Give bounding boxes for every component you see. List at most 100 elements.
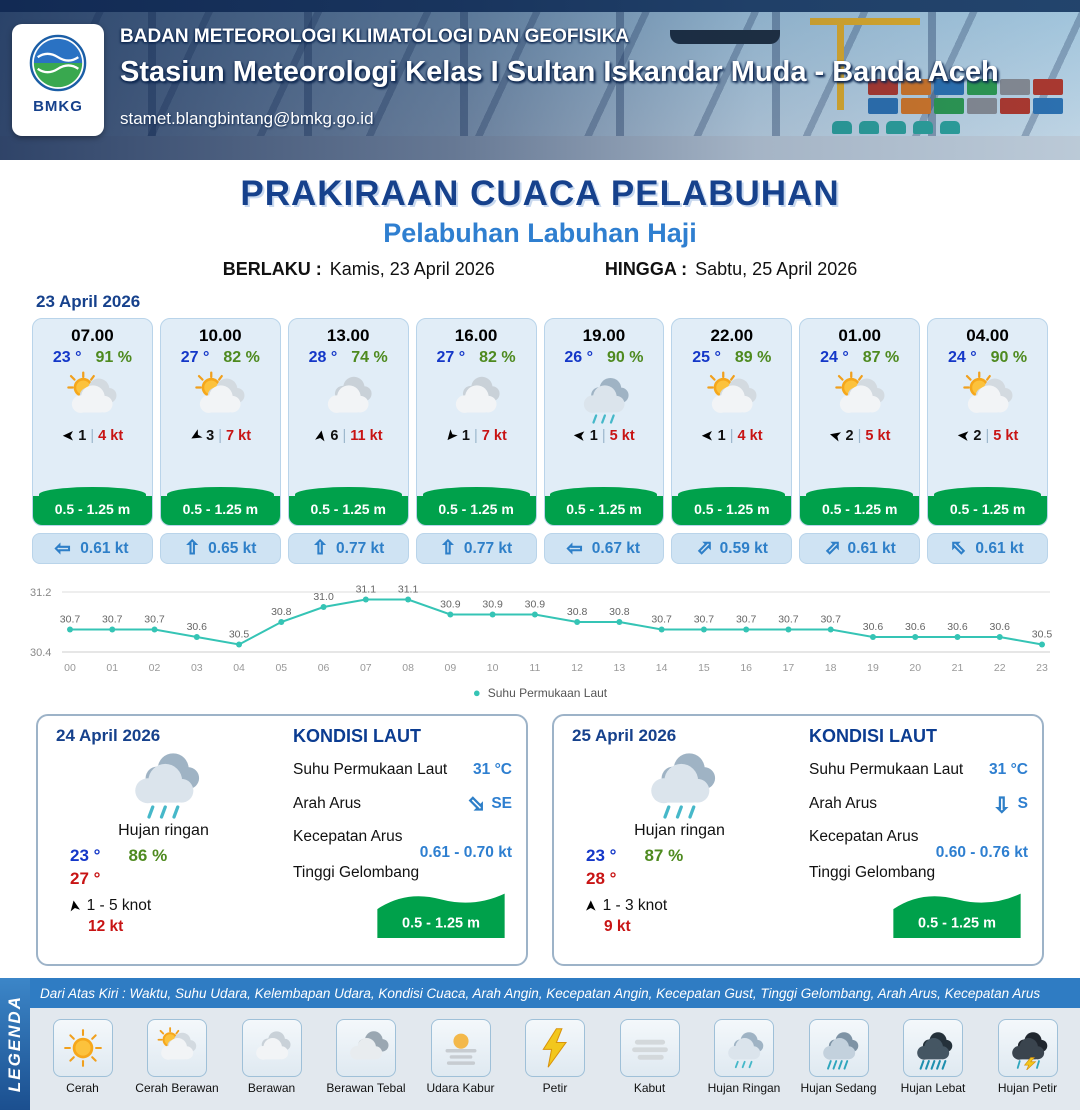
svg-text:19: 19 (867, 662, 879, 674)
svg-text:17: 17 (783, 662, 795, 674)
humidity: 82 % (479, 349, 516, 366)
separator: | (601, 428, 606, 444)
forecast-card: 19.00 26 ° 90 % ➤ 1 | 5 kt 0.5 - 1.25 m (543, 318, 665, 526)
weather-icon (950, 370, 1026, 426)
svg-text:30.7: 30.7 (102, 614, 123, 626)
legend-iconbox (525, 1019, 585, 1077)
humidity: 87 % (862, 349, 900, 366)
forecast-date: 23 April 2026 (36, 292, 141, 311)
forecast-card: 22.00 25 ° 89 % ➤ 1 | 4 kt 0.5 - 1.25 m (671, 318, 793, 526)
hingga-value: Sabtu, 25 April 2026 (695, 259, 858, 279)
svg-text:30.5: 30.5 (229, 629, 250, 641)
svg-text:03: 03 (191, 662, 203, 674)
weather-icon (694, 370, 770, 426)
legend-item: Petir (509, 1019, 601, 1095)
separator: | (342, 428, 347, 444)
legend-iconbox (241, 1019, 302, 1077)
sea-condition-title: KONDISI LAUT (293, 726, 421, 746)
wind-row: ➤ 2 | 5 kt (956, 426, 1018, 445)
legend-iconbox (903, 1019, 963, 1077)
sst-label: Suhu Permukaan Laut (809, 761, 964, 778)
wind-value: 2 (973, 428, 982, 444)
legend-item: Cerah Berawan (131, 1019, 223, 1095)
wind-speed: 5 kt (609, 428, 635, 444)
separator: | (90, 428, 95, 444)
current-speed: 0.77 kt (463, 539, 513, 557)
current-speed: 0.61 kt (80, 539, 129, 557)
svg-text:30.4: 30.4 (30, 647, 51, 659)
forecast-time: 01.00 (838, 326, 881, 345)
wave-height-value: 0.5 - 1.25 m (402, 915, 480, 931)
wind-value: 3 (206, 428, 215, 444)
current-direction-value: S (1017, 794, 1028, 812)
forecast-time: 19.00 (582, 326, 626, 345)
wave-height-band: 0.5 - 1.25 m (288, 487, 408, 525)
legend-title: LEGENDA (5, 995, 24, 1093)
air-temp: 25 ° (692, 349, 721, 366)
current-direction-icon: ⇧ (461, 789, 491, 819)
chart-series-name: Suhu Permukaan Laut (487, 685, 608, 700)
humidity: 91 % (95, 349, 132, 366)
humidity: 89 % (734, 349, 772, 366)
air-temp: 26 ° (564, 349, 594, 366)
legend-item: Hujan Petir (982, 1019, 1074, 1095)
svg-text:18: 18 (825, 662, 837, 674)
svg-text:30.6: 30.6 (947, 621, 968, 633)
humidity: 90 % (990, 349, 1028, 366)
air-temp: 28 ° (308, 349, 338, 366)
header-overlay (0, 0, 1080, 160)
legend-label: Hujan Petir (997, 1081, 1058, 1095)
forecast-card: 01.00 24 ° 87 % ➤ 2 | 5 kt 0.5 - 1.25 m (799, 318, 921, 526)
legend-label: Hujan Lebat (900, 1081, 966, 1095)
wind-speed: 7 kt (481, 428, 507, 444)
udara-kabur-icon (438, 1026, 484, 1070)
svg-text:30.8: 30.8 (609, 606, 630, 618)
legend-item: Berawan Tebal (320, 1019, 412, 1095)
daily-forecast-row: 24 April 2026 Hujan ringan 23 ° 86 % 27 … (0, 714, 1080, 966)
legend-item: Hujan Sedang (793, 1019, 885, 1095)
daily-forecast-card: 25 April 2026 Hujan ringan 23 ° 87 % 28 … (552, 714, 1044, 966)
current-direction-icon: ⇧ (690, 535, 717, 562)
weather-icon (438, 370, 514, 426)
air-temp: 24 ° (948, 349, 977, 366)
legend-item: Hujan Ringan (698, 1019, 790, 1095)
wind-direction-icon: ➤ (827, 425, 844, 446)
svg-text:11: 11 (529, 662, 540, 674)
svg-text:31.1: 31.1 (356, 584, 377, 596)
current-direction-icon: ⇧ (53, 540, 75, 557)
current-direction-label: Arah Arus (293, 794, 362, 812)
wind-direction-icon: ➤ (65, 898, 85, 914)
current-box: ⇧ 0.77 kt (287, 533, 409, 564)
humidity: 82 % (223, 349, 260, 366)
cerah-berawan-icon (154, 1026, 200, 1070)
daily-temp-min: 23 ° (586, 846, 617, 865)
svg-text:12: 12 (571, 662, 583, 674)
daily-condition: Hujan ringan (634, 822, 725, 839)
hujan-lebat-icon (910, 1026, 956, 1070)
daily-temp-max: 27 ° (70, 869, 101, 888)
current-box: ⇧ 0.67 kt (543, 533, 665, 564)
wave-height-value: 0.5 - 1.25 m (918, 915, 996, 931)
forecast-column: 19.00 26 ° 90 % ➤ 1 | 5 kt 0.5 - 1.25 m ⇧… (543, 318, 665, 564)
humidity: 74 % (351, 349, 388, 366)
wind-direction-icon: ➤ (61, 427, 75, 444)
weather-icon (566, 370, 642, 426)
svg-text:31.0: 31.0 (313, 591, 334, 603)
current-box: ⇧ 0.61 kt (799, 533, 921, 564)
current-speed-label: Kecepatan Arus (293, 828, 403, 845)
svg-text:01: 01 (106, 662, 118, 674)
current-box: ⇧ 0.61 kt (927, 533, 1048, 564)
separator: | (985, 428, 990, 444)
current-speed-label: Kecepatan Arus (809, 828, 919, 845)
svg-text:07: 07 (360, 662, 372, 674)
svg-text:23: 23 (1036, 662, 1048, 674)
current-direction-icon: ⇧ (992, 791, 1011, 815)
humidity: 90 % (607, 349, 644, 366)
chart-section: 31.2 30.4 30.7 00 30.7 01 30.7 02 30.6 03 30.5 04 30… (0, 576, 1080, 701)
svg-text:10: 10 (487, 662, 499, 674)
bmkg-logo-icon (29, 34, 87, 92)
legend-label: Cerah Berawan (135, 1081, 219, 1095)
forecast-time: 13.00 (326, 326, 370, 345)
page-title: PRAKIRAAN CUACA PELABUHAN (240, 174, 840, 213)
svg-text:30.7: 30.7 (694, 614, 715, 626)
